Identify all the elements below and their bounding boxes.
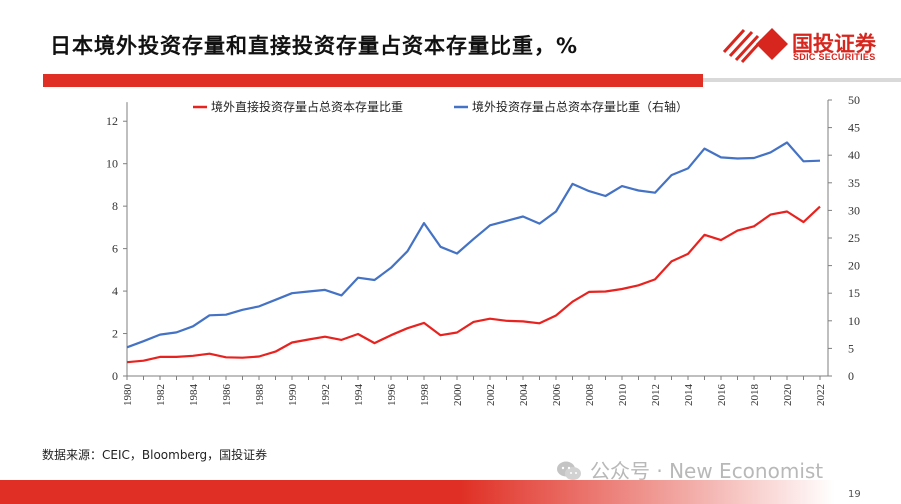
y-right-tick-label: 15: [848, 286, 860, 300]
x-tick-label: 2002: [485, 384, 497, 406]
series-line-total-investment: [126, 141, 821, 349]
x-tick-label: 2016: [716, 384, 728, 407]
watermark-text: 公众号 · New Economist: [590, 459, 824, 483]
x-tick-label: 1984: [188, 384, 200, 407]
footer-bar: [0, 480, 835, 504]
x-tick-label: 2022: [815, 384, 827, 406]
y-right-tick-label: 0: [848, 369, 854, 383]
brand-logo-icon: [722, 28, 788, 64]
x-tick-label: 1994: [353, 384, 365, 407]
y-right-tick-label: 5: [848, 341, 854, 355]
x-tick-label: 2014: [683, 384, 695, 407]
x-tick-label: 2004: [518, 384, 530, 407]
y-right-tick-label: 20: [848, 259, 860, 273]
y-left-tick-label: 2: [112, 327, 118, 341]
y-right-tick-label: 30: [848, 203, 860, 217]
watermark: 公众号 · New Economist: [556, 455, 823, 484]
y-right-tick-label: 25: [848, 231, 860, 245]
y-right-tick-label: 10: [848, 314, 860, 328]
y-left-tick-label: 8: [112, 199, 118, 213]
y-left-tick-label: 6: [112, 242, 118, 256]
source-note: 数据来源：CEIC，Bloomberg，国投证券: [42, 448, 268, 462]
x-tick-label: 1982: [155, 384, 167, 406]
x-tick-label: 1990: [287, 384, 299, 407]
x-tick-label: 2010: [617, 384, 629, 407]
y-right-tick-label: 40: [848, 148, 860, 162]
x-tick-label: 1996: [386, 384, 398, 407]
y-right-tick-label: 50: [848, 93, 860, 107]
y-left-tick-label: 4: [112, 284, 118, 298]
title-underline-bar: [43, 74, 703, 87]
y-left-tick-label: 0: [112, 369, 118, 383]
page-number: 19: [848, 489, 861, 500]
x-tick-label: 2000: [452, 384, 464, 407]
title-underline-gray: [703, 78, 901, 82]
wechat-icon: [557, 461, 581, 480]
y-left-tick-label: 12: [106, 114, 118, 128]
x-tick-label: 2020: [782, 384, 794, 407]
brand-name-en: SDIC SECURITIES: [793, 52, 876, 62]
brand-name: 国投证券: [792, 32, 876, 56]
x-tick-label: 2006: [551, 384, 563, 407]
y-right-tick-label: 45: [848, 121, 860, 135]
page-title: 日本境外投资存量和直接投资存量占资本存量比重，%: [50, 34, 579, 58]
x-tick-label: 2018: [749, 384, 761, 407]
x-tick-label: 1992: [320, 384, 332, 406]
legend-label: 境外投资存量占总资本存量比重（右轴）: [472, 99, 688, 114]
x-tick-label: 1998: [419, 384, 431, 407]
x-tick-label: 1988: [254, 384, 266, 407]
legend-label: 境外直接投资存量占总资本存量比重: [211, 99, 403, 114]
x-tick-label: 2012: [650, 384, 662, 406]
y-left-tick-label: 10: [106, 157, 118, 171]
x-tick-label: 1986: [221, 384, 233, 407]
x-tick-label: 2008: [584, 384, 596, 407]
y-right-tick-label: 35: [848, 176, 860, 190]
series-line-direct-investment: [126, 205, 821, 364]
x-tick-label: 1980: [122, 384, 134, 407]
